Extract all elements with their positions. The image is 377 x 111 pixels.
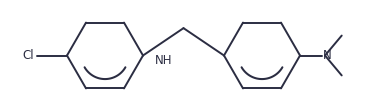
Text: Cl: Cl — [22, 49, 34, 62]
Text: NH: NH — [155, 54, 172, 67]
Text: N: N — [323, 49, 332, 62]
